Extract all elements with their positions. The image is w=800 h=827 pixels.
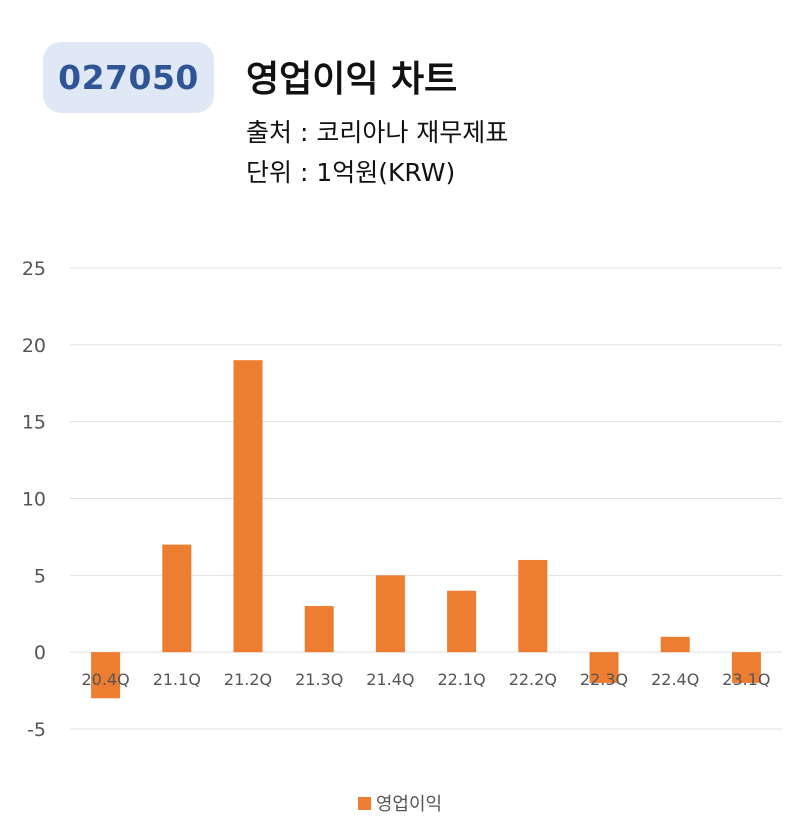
bar — [162, 544, 192, 653]
x-tick-label: 22.1Q — [437, 670, 485, 689]
bar — [660, 636, 690, 653]
legend-label: 영업이익 — [375, 794, 443, 815]
x-tick-label: 21.2Q — [224, 670, 272, 689]
x-tick-label: 20.4Q — [81, 670, 129, 689]
y-tick-label: 0 — [34, 642, 46, 664]
x-tick-label: 22.2Q — [509, 670, 557, 689]
stock-code-badge: 027050 — [43, 42, 214, 113]
x-tick-label: 21.1Q — [153, 670, 201, 689]
y-tick-label: 25 — [22, 258, 46, 280]
bar — [518, 559, 548, 653]
bar — [233, 360, 263, 653]
x-tick-label: 23.1Q — [722, 670, 770, 689]
legend: 영업이익 — [0, 790, 800, 816]
bar — [447, 590, 477, 653]
bar — [304, 606, 334, 653]
x-tick-label: 22.3Q — [580, 670, 628, 689]
y-tick-label: 20 — [22, 335, 46, 357]
y-tick-label: 10 — [22, 489, 46, 511]
y-tick-label: -5 — [27, 719, 46, 741]
y-tick-label: 15 — [22, 412, 46, 434]
bar — [731, 652, 761, 683]
bar — [91, 652, 121, 699]
chart-title: 영업이익 차트 — [246, 59, 458, 100]
x-tick-label: 21.4Q — [366, 670, 414, 689]
source-label: 출처 : 코리아나 재무제표 — [246, 118, 509, 147]
y-tick-label: 5 — [34, 565, 46, 587]
bar — [589, 652, 619, 683]
x-tick-label: 22.4Q — [651, 670, 699, 689]
x-tick-label: 21.3Q — [295, 670, 343, 689]
bar — [375, 575, 405, 653]
unit-label: 단위 : 1억원(KRW) — [246, 158, 456, 187]
legend-swatch — [357, 796, 371, 810]
